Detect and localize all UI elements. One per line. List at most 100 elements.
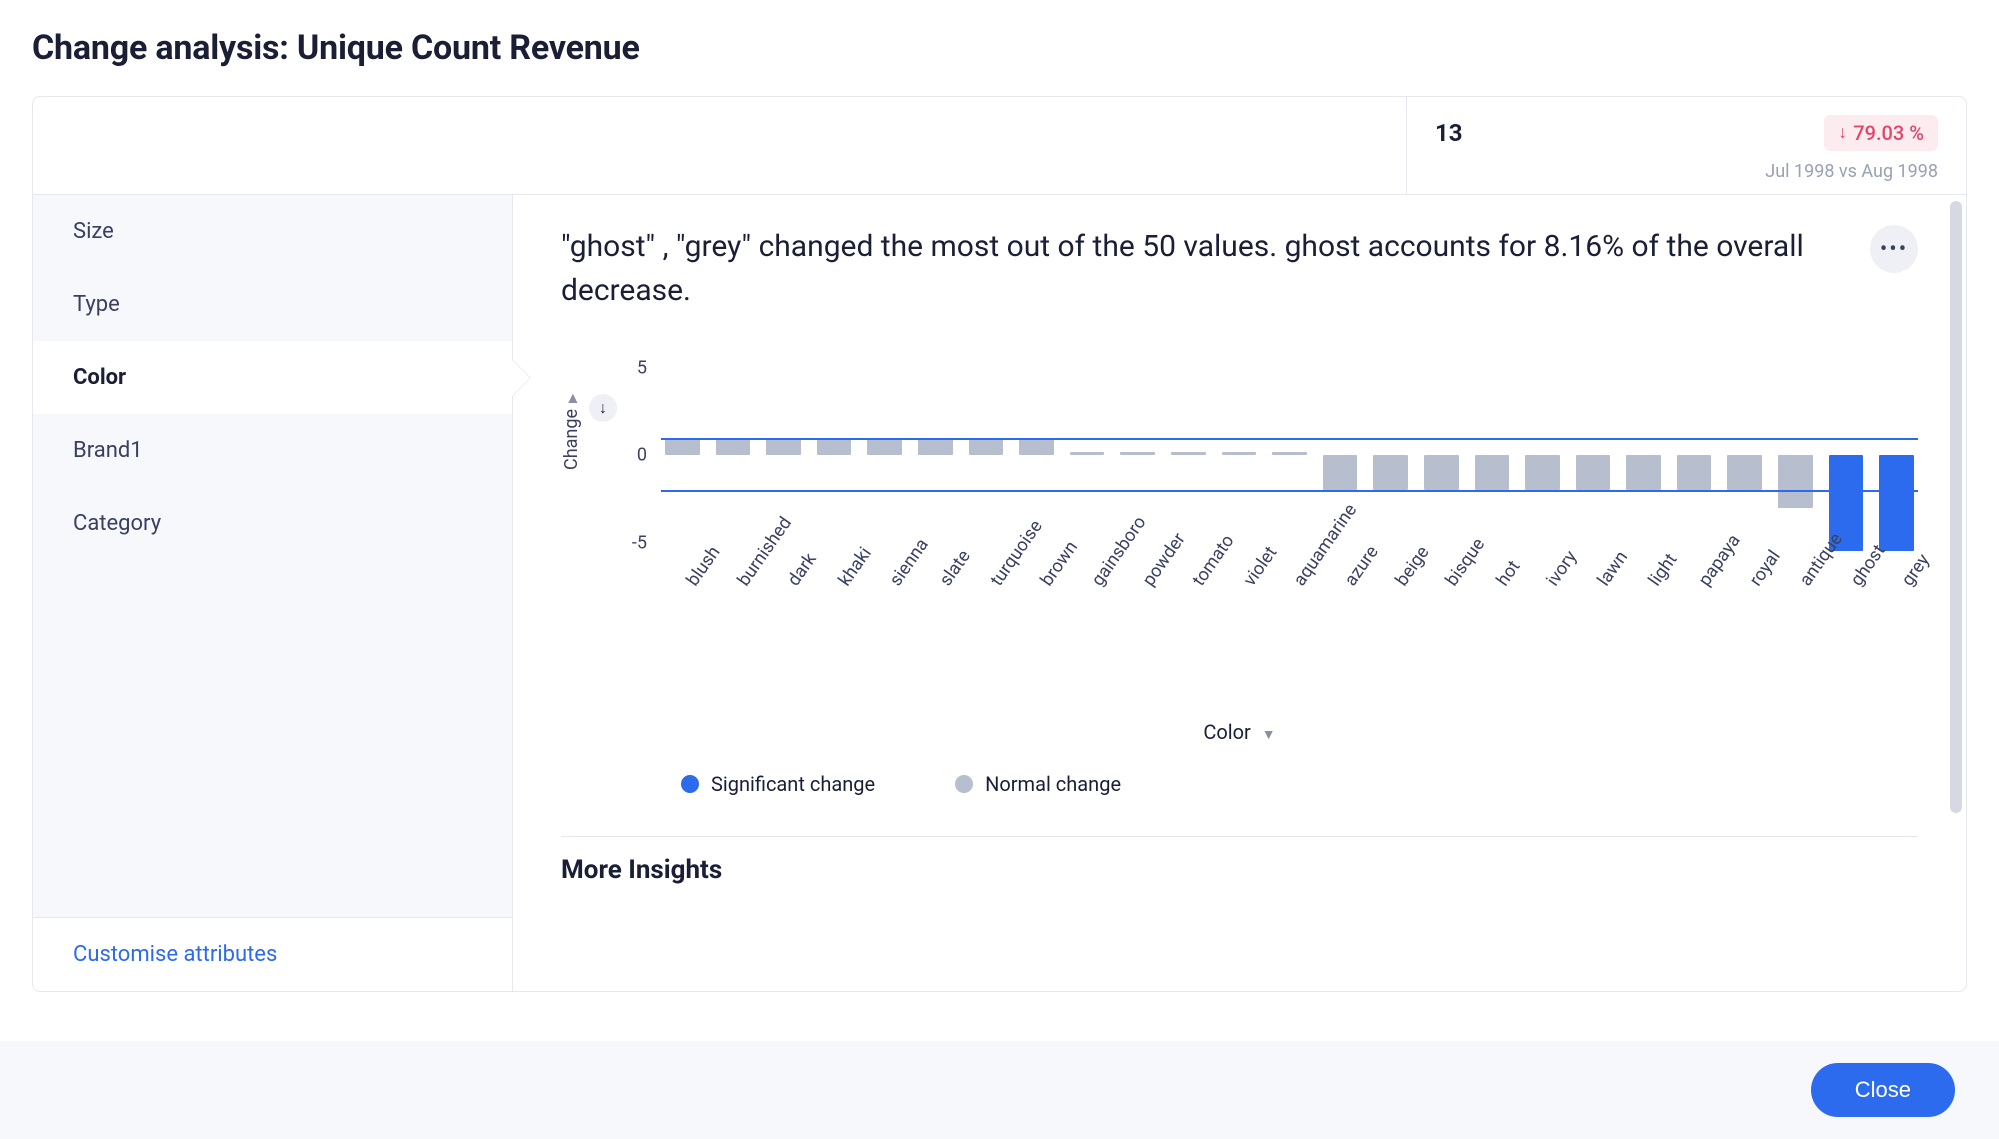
header-spacer: [33, 97, 1406, 194]
bar-slot: [1167, 350, 1210, 560]
sidebar-footer: Customise attributes: [33, 917, 512, 991]
legend-label: Normal change: [985, 772, 1121, 796]
bar-beige[interactable]: [1373, 455, 1408, 490]
x-label: grey: [1875, 568, 1918, 668]
x-label: bisque: [1420, 568, 1463, 668]
sidebar-item-brand1[interactable]: Brand1: [33, 414, 512, 487]
bar-khaki[interactable]: [817, 438, 852, 456]
x-label: royal: [1723, 568, 1766, 668]
bar-antique[interactable]: [1778, 455, 1813, 508]
scrollbar[interactable]: [1950, 201, 1962, 985]
bar-slot: [1420, 350, 1463, 560]
kpi-period: Jul 1998 vs Aug 1998: [1435, 161, 1938, 182]
bar-slot: [1723, 350, 1766, 560]
x-label: ghost: [1825, 568, 1868, 668]
x-label: ivory: [1521, 568, 1564, 668]
scroll-thumb[interactable]: [1950, 201, 1962, 813]
legend-dot-icon: [681, 775, 699, 793]
bar-slot: [965, 350, 1008, 560]
bar-aquamarine[interactable]: [1272, 452, 1307, 456]
y-axis-label-text: Change: [561, 409, 582, 470]
more-insights-heading: More Insights: [561, 855, 1918, 885]
section-divider: [561, 836, 1918, 837]
bar-hot[interactable]: [1475, 455, 1510, 490]
sidebar-item-color[interactable]: Color: [33, 341, 512, 414]
ellipsis-icon: •••: [1880, 237, 1908, 262]
sidebar-item-category[interactable]: Category: [33, 487, 512, 560]
sidebar-item-size[interactable]: Size: [33, 195, 512, 268]
content-area: "ghost" , "grey" changed the most out of…: [513, 195, 1966, 991]
bar-slot: [914, 350, 957, 560]
bar-papaya[interactable]: [1677, 455, 1712, 490]
x-label: aquamarine: [1268, 568, 1311, 668]
bar-light[interactable]: [1626, 455, 1661, 490]
sidebar-item-type[interactable]: Type: [33, 268, 512, 341]
change-chart: Change ▶ ↓ 50-5 blushburnisheddarkkhakis…: [561, 350, 1918, 710]
bar-slate[interactable]: [918, 438, 953, 456]
arrow-down-icon: ↓: [599, 398, 607, 418]
x-labels: blushburnisheddarkkhakisiennaslateturquo…: [661, 568, 1918, 668]
more-options-button[interactable]: •••: [1870, 225, 1918, 273]
bar-gainsboro[interactable]: [1070, 452, 1105, 456]
bar-grey[interactable]: [1879, 455, 1914, 551]
bar-powder[interactable]: [1120, 452, 1155, 456]
close-button[interactable]: Close: [1811, 1063, 1955, 1117]
x-label: blush: [661, 568, 704, 668]
arrow-down-icon: ↓: [1838, 124, 1847, 142]
bar-sienna[interactable]: [867, 438, 902, 456]
bar-blush[interactable]: [665, 438, 700, 456]
bar-slot: [1673, 350, 1716, 560]
bar-brown[interactable]: [1019, 438, 1054, 456]
sort-descending-button[interactable]: ↓: [589, 394, 617, 422]
x-label: antique: [1774, 568, 1817, 668]
bar-burnished[interactable]: [716, 438, 751, 456]
bar-slot: [863, 350, 906, 560]
x-label: slate: [914, 568, 957, 668]
kpi-delta-badge: ↓ 79.03 %: [1824, 115, 1938, 151]
x-axis-label-text: Color: [1203, 720, 1250, 744]
y-axis-label: Change ▶: [561, 394, 582, 470]
bar-tomato[interactable]: [1171, 452, 1206, 456]
bar-slot: [1521, 350, 1564, 560]
analysis-panel: 13 ↓ 79.03 % Jul 1998 vs Aug 1998 SizeTy…: [32, 96, 1967, 992]
x-label: light: [1622, 568, 1665, 668]
bar-azure[interactable]: [1323, 455, 1358, 490]
x-label: turquoise: [965, 568, 1008, 668]
bar-slot: [1825, 350, 1868, 560]
x-label: tomato: [1167, 568, 1210, 668]
x-label: violet: [1218, 568, 1261, 668]
y-tick: 0: [637, 445, 647, 466]
bar-slot: [1268, 350, 1311, 560]
x-label: dark: [762, 568, 805, 668]
bar-dark[interactable]: [766, 438, 801, 456]
bar-violet[interactable]: [1222, 452, 1257, 456]
triangle-down-icon: ▼: [1262, 727, 1276, 743]
legend-label: Significant change: [711, 772, 875, 796]
x-label: hot: [1471, 568, 1514, 668]
bar-ivory[interactable]: [1525, 455, 1560, 490]
y-tick: 5: [637, 357, 647, 378]
bar-slot: [1471, 350, 1514, 560]
bar-slot: [1774, 350, 1817, 560]
bar-bisque[interactable]: [1424, 455, 1459, 490]
reference-line: [661, 490, 1918, 492]
bar-lawn[interactable]: [1576, 455, 1611, 490]
bar-turquoise[interactable]: [969, 438, 1004, 456]
legend-dot-icon: [955, 775, 973, 793]
x-label: powder: [1116, 568, 1159, 668]
page-title: Change analysis: Unique Count Revenue: [32, 28, 1967, 68]
x-label: burnished: [712, 568, 755, 668]
x-label: beige: [1369, 568, 1412, 668]
x-label: lawn: [1572, 568, 1615, 668]
customise-attributes-link[interactable]: Customise attributes: [73, 942, 277, 967]
bar-slot: [1066, 350, 1109, 560]
legend-item: Normal change: [955, 772, 1121, 796]
panel-header: 13 ↓ 79.03 % Jul 1998 vs Aug 1998: [33, 97, 1966, 195]
bar-slot: [1369, 350, 1412, 560]
insight-headline: "ghost" , "grey" changed the most out of…: [561, 225, 1846, 312]
plot-area: [661, 350, 1918, 560]
bar-royal[interactable]: [1727, 455, 1762, 490]
x-axis-label[interactable]: Color ▼: [561, 720, 1918, 744]
triangle-right-icon: ▶: [565, 394, 579, 403]
panel-body: SizeTypeColorBrand1Category Customise at…: [33, 195, 1966, 991]
